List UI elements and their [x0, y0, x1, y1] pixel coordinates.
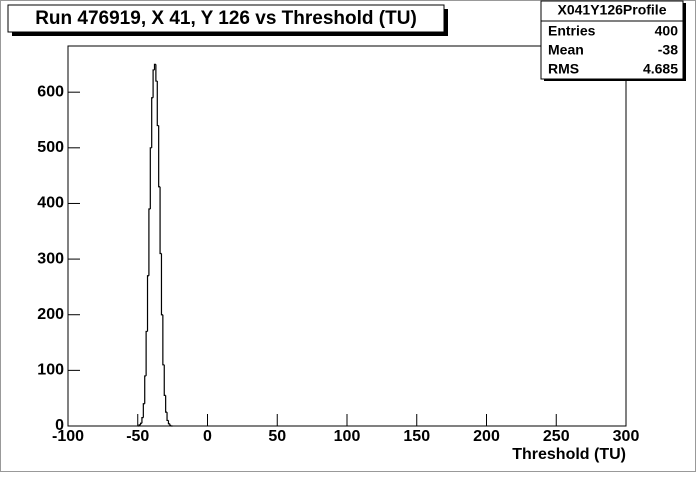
x-tick-label: -50: [126, 428, 149, 445]
stats-label: RMS: [548, 61, 579, 77]
stats-label: Mean: [548, 42, 584, 58]
x-tick-label: 0: [203, 428, 212, 445]
x-tick-label: 150: [403, 428, 430, 445]
y-tick-label: 200: [37, 306, 64, 323]
histogram-bin: [152, 69, 155, 98]
x-tick-label: 250: [543, 428, 570, 445]
y-tick-label: 400: [37, 195, 64, 212]
x-tick-label: -100: [52, 428, 84, 445]
stats-value: -38: [658, 42, 678, 58]
title-box: [7, 4, 445, 33]
chart-title: Run 476919, X 41, Y 126 vs Threshold (TU…: [35, 8, 417, 29]
y-tick-label: 100: [37, 362, 64, 379]
histogram-bin: [166, 412, 169, 422]
histogram-bin: [155, 64, 158, 82]
x-tick-label: 300: [613, 428, 640, 445]
histogram-bin: [149, 147, 152, 210]
stats-value: 4.685: [643, 61, 678, 77]
plot-frame: [67, 45, 627, 427]
histogram-bin: [170, 425, 173, 427]
histogram-bin: [144, 375, 147, 404]
histogram-bin: [162, 314, 165, 366]
y-tick-label: 0: [55, 417, 64, 434]
histogram-bin: [160, 253, 163, 316]
x-tick-label: 200: [473, 428, 500, 445]
stats-label: Entries: [548, 23, 596, 39]
x-axis-label: Threshold (TU): [512, 446, 626, 463]
histogram-bin: [158, 125, 161, 188]
y-tick-label: 300: [37, 250, 64, 267]
y-tick-label: 500: [37, 139, 64, 156]
stats-value: 400: [655, 23, 679, 39]
stats-title: X041Y126Profile: [558, 2, 667, 18]
stats-box: [540, 0, 684, 80]
y-tick-label: 600: [37, 83, 64, 100]
x-tick-label: 100: [334, 428, 361, 445]
x-tick-label: 50: [268, 428, 286, 445]
